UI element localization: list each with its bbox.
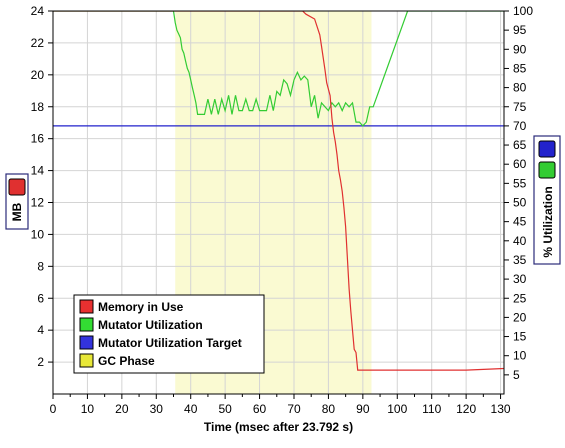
x-tick-label-12: 120: [456, 402, 476, 416]
right-y-axis: 5 10 15 20 25 30 35 40 45 50 55 60 65 70 75 80 85 90 95 100: [504, 4, 533, 382]
gridlines: [53, 11, 504, 394]
series-layer: [53, 11, 504, 371]
legend: Memory in Use Mutator Utilization Mutator …: [73, 294, 265, 374]
right-y-tick-label-9: 50: [513, 196, 527, 210]
legend-label-2: Mutator Utilization Target: [98, 336, 242, 350]
x-tick-label-1: 10: [81, 402, 95, 416]
left-y-tick-label-10: 22: [31, 36, 45, 50]
x-tick-label-3: 30: [150, 402, 164, 416]
x-tick-label-11: 110: [422, 402, 441, 416]
left-y-tick-label-11: 24: [31, 4, 45, 18]
x-tick-label-0: 0: [50, 402, 57, 416]
legend-swatch-3: [79, 353, 94, 368]
left-y-tick-label-1: 4: [37, 323, 44, 337]
left-y-tick-label-6: 14: [31, 164, 45, 178]
left-y-tick-label-0: 2: [37, 355, 44, 369]
legend-box: [73, 294, 265, 374]
right-y-tick-label-16: 85: [513, 61, 527, 75]
x-tick-label-9: 90: [356, 402, 370, 416]
legend-label-1: Mutator Utilization: [98, 318, 203, 332]
right-y-tick-label-15: 80: [513, 81, 527, 95]
x-tick-label-6: 60: [253, 402, 267, 416]
right-y-tick-label-14: 75: [513, 100, 527, 114]
left-y-tick-label-3: 8: [37, 259, 44, 273]
legend-swatch-2: [79, 335, 94, 350]
right-y-tick-label-3: 20: [513, 310, 527, 324]
right-y-tick-label-10: 55: [513, 176, 527, 190]
legend-label-0: Memory in Use: [98, 300, 184, 314]
series-line-mutator-utilization: [53, 11, 504, 127]
left-y-tick-label-9: 20: [31, 68, 45, 82]
right-y-tick-label-6: 35: [513, 253, 527, 267]
right-y-tick-label-1: 10: [513, 349, 527, 363]
x-axis-title: Time (msec after 23.792 s): [204, 420, 353, 434]
right-y-tick-label-18: 95: [513, 23, 527, 37]
right-y-tick-label-17: 90: [513, 42, 527, 56]
x-tick-label-10: 100: [387, 402, 407, 416]
right-y-tick-label-11: 60: [513, 157, 527, 171]
left-y-tick-label-8: 18: [31, 100, 45, 114]
x-tick-label-2: 20: [115, 402, 129, 416]
mutator-color-badge: [538, 161, 556, 179]
right-y-tick-label-5: 30: [513, 272, 527, 286]
right-y-tick-label-7: 40: [513, 234, 527, 248]
right-axis-legend-box: % Utilization: [533, 135, 561, 265]
target-color-badge: [538, 140, 556, 158]
right-y-tick-label-2: 15: [513, 330, 527, 344]
left-y-tick-label-5: 12: [31, 196, 45, 210]
right-axis-title: % Utilization: [541, 186, 555, 257]
x-tick-label-4: 40: [184, 402, 198, 416]
right-y-tick-label-12: 65: [513, 138, 527, 152]
series-line-memory-in-use: [53, 11, 504, 371]
right-y-tick-label-4: 25: [513, 291, 527, 305]
x-tick-label-7: 70: [287, 402, 301, 416]
left-y-tick-label-4: 10: [31, 227, 45, 241]
left-y-tick-label-2: 6: [37, 291, 44, 305]
right-y-tick-label-8: 45: [513, 215, 527, 229]
legend-label-3: GC Phase: [98, 354, 155, 368]
memory-color-badge: [8, 178, 26, 196]
left-axis-title: MB: [10, 202, 24, 221]
legend-swatch-0: [79, 299, 94, 314]
right-y-tick-label-0: 5: [513, 368, 520, 382]
x-axis: 0 10 20 30 40 50 60 70 80 90 100 110 120 130: [50, 394, 511, 416]
left-axis-legend-box: MB: [5, 173, 29, 230]
x-tick-label-5: 50: [218, 402, 232, 416]
right-y-tick-label-13: 70: [513, 119, 527, 133]
left-y-tick-label-7: 16: [31, 132, 45, 146]
right-y-tick-label-19: 100: [513, 4, 533, 18]
x-tick-label-8: 80: [322, 402, 336, 416]
x-tick-label-13: 130: [491, 402, 511, 416]
legend-swatch-1: [79, 317, 94, 332]
